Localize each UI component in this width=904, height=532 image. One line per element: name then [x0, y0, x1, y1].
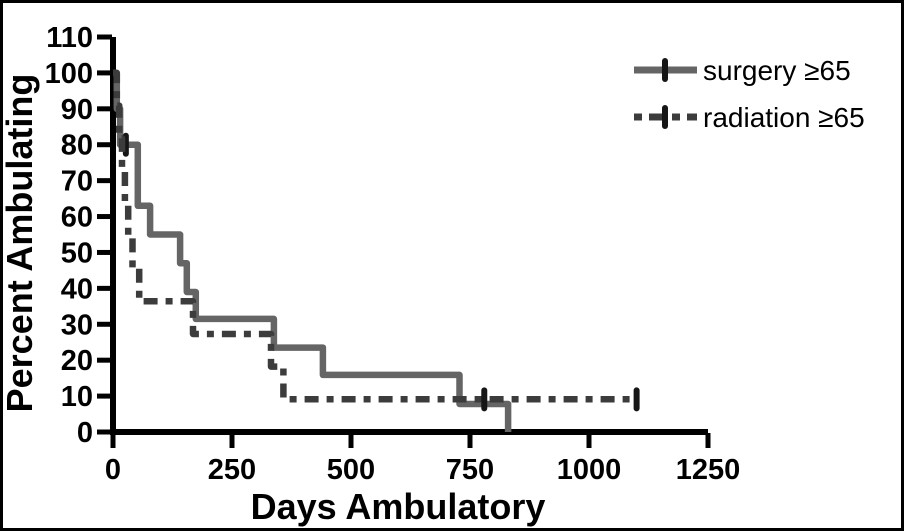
x-tick-label-0: 0	[105, 454, 121, 486]
y-tick-label-30: 30	[61, 309, 93, 341]
curve-radiation	[113, 69, 637, 403]
y-axis-title: Percent Ambulating	[0, 74, 40, 413]
legend-label-1: radiation ≥65	[703, 102, 865, 133]
x-axis-title: Days Ambulatory	[251, 486, 546, 527]
x-tick-label-1000: 1000	[557, 454, 622, 486]
y-tick-label-70: 70	[61, 166, 93, 198]
y-tick-label-10: 10	[61, 381, 93, 413]
x-tick-label-500: 500	[327, 454, 375, 486]
y-tick-label-60: 60	[61, 202, 93, 234]
y-tick-label-110: 110	[46, 22, 93, 54]
x-tick-label-750: 750	[446, 454, 494, 486]
x-tick-label-1250: 1250	[676, 454, 741, 486]
y-tick-label-20: 20	[61, 345, 93, 377]
curve-surgery	[113, 69, 512, 432]
y-tick-label-90: 90	[61, 94, 93, 126]
y-tick-label-40: 40	[61, 273, 93, 305]
x-tick-label-250: 250	[208, 454, 256, 486]
legend-label-0: surgery ≥65	[703, 55, 851, 86]
y-tick-label-80: 80	[61, 130, 93, 162]
y-tick-label-100: 100	[45, 58, 93, 90]
series-curves	[113, 69, 640, 432]
legend: surgery ≥65 radiation ≥65	[634, 55, 865, 133]
y-tick-label-0: 0	[77, 417, 93, 449]
y-tick-label-50: 50	[61, 237, 93, 269]
